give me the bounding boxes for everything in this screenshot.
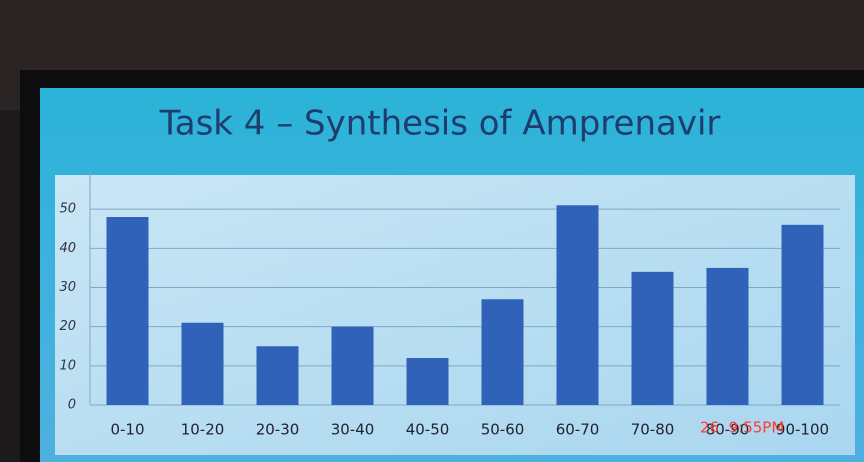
bar xyxy=(182,323,224,405)
y-tick-label: 20 xyxy=(59,319,76,334)
chart-title: Task 4 – Synthesis of Amprenavir xyxy=(159,104,721,144)
x-tick-label: 70-80 xyxy=(631,421,675,439)
bar xyxy=(707,268,749,405)
y-tick-label: 10 xyxy=(59,358,76,373)
bar xyxy=(257,346,299,405)
y-tick-label: 50 xyxy=(59,202,76,217)
bar xyxy=(632,272,674,405)
y-tick-label: 30 xyxy=(59,280,76,295)
x-tick-label: 0-10 xyxy=(110,421,144,439)
x-tick-label: 50-60 xyxy=(481,421,525,439)
bar xyxy=(407,358,449,405)
x-tick-label: 20-30 xyxy=(256,421,300,439)
bar xyxy=(482,299,524,405)
bar xyxy=(332,327,374,405)
x-tick-label: 30-40 xyxy=(331,421,375,439)
y-tick-label: 0 xyxy=(68,398,76,413)
timestamp: 26 9:55PM xyxy=(700,419,784,437)
y-tick-label: 40 xyxy=(59,241,76,256)
chart: Task 4 – Synthesis of Amprenavir 0 10 20 30… xyxy=(0,0,864,462)
x-tick-label: 40-50 xyxy=(406,421,450,439)
x-tick-label: 10-20 xyxy=(181,421,225,439)
x-tick-label: 60-70 xyxy=(556,421,600,439)
bar xyxy=(107,217,149,405)
bar xyxy=(782,225,824,405)
bar xyxy=(557,205,599,405)
